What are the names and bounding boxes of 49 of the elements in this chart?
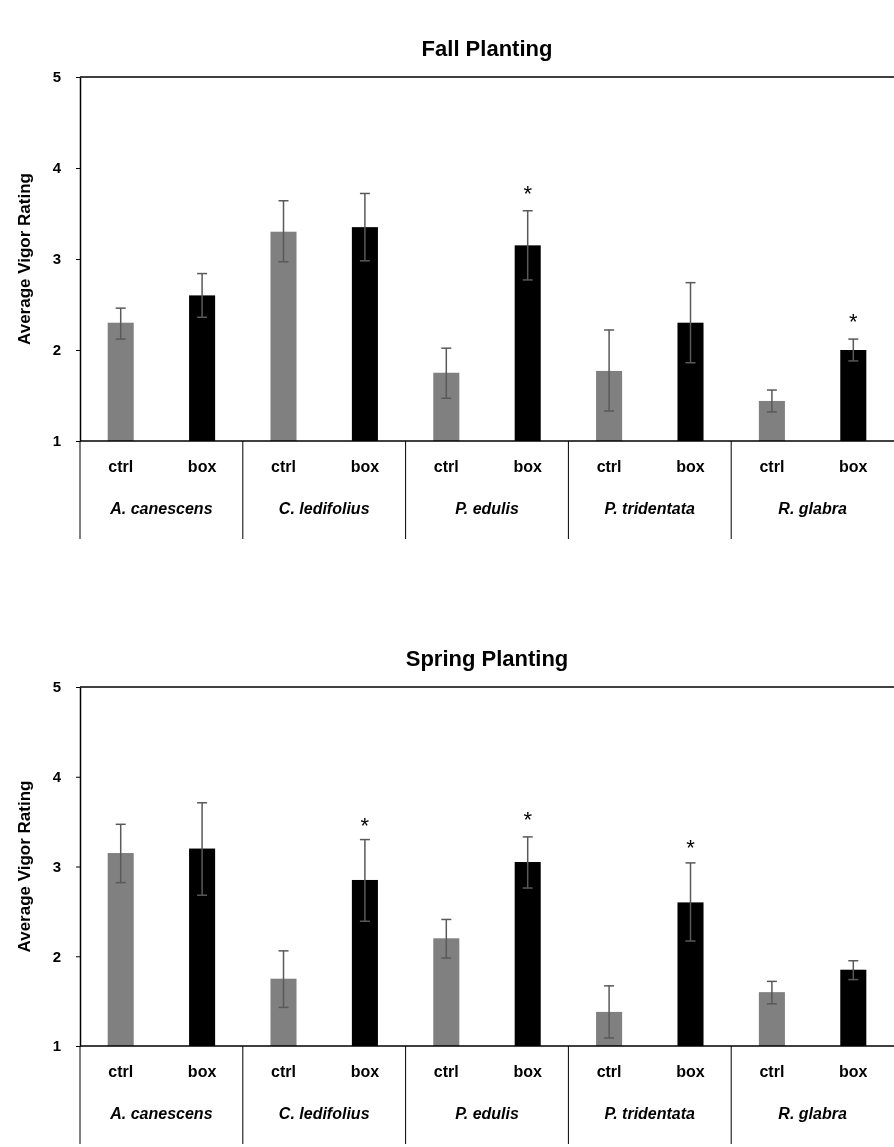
annotation: * xyxy=(686,835,696,861)
x-tick-label: P. tridentata xyxy=(604,500,696,517)
text: ctrl xyxy=(759,458,785,475)
text: box xyxy=(350,1063,380,1080)
series-label: ctrl xyxy=(108,458,134,475)
text: ctrl xyxy=(271,458,296,475)
annotation: * xyxy=(849,309,859,335)
x-tick-label: P. edulis xyxy=(455,500,519,517)
y-tick-label: 4 xyxy=(52,159,62,177)
y-tick-label: 4 xyxy=(52,768,62,786)
x-tick-label: C. ledifolius xyxy=(278,1105,370,1122)
x-tick-label: A. canescens xyxy=(109,500,213,517)
x-tick-label: P. tridentata xyxy=(604,1105,696,1122)
annotation: * xyxy=(523,807,533,833)
x-tick-label: A. canescens xyxy=(109,1105,213,1122)
text: box xyxy=(187,1063,217,1080)
chart-title: Fall Planting xyxy=(421,36,553,61)
text: box xyxy=(187,458,217,475)
y-tick-label: 5 xyxy=(52,68,61,86)
y-tick-label: 2 xyxy=(52,947,61,965)
y-tick-label: 1 xyxy=(52,432,61,450)
text: box xyxy=(676,1063,705,1080)
annotation: * xyxy=(523,181,533,207)
text: ctrl xyxy=(596,1063,622,1080)
y-axis-title: Average Vigor Rating xyxy=(15,173,34,345)
text: ctrl xyxy=(433,458,459,475)
y-tick-label: 5 xyxy=(52,678,61,696)
text: box xyxy=(350,458,380,475)
y-axis-title: Average Vigor Rating xyxy=(15,780,34,953)
y-tick-label: 3 xyxy=(52,857,61,875)
text: box xyxy=(676,458,705,475)
y-tick-label: 1 xyxy=(52,1037,61,1055)
annotation: * xyxy=(360,813,370,839)
x-tick-label: C. ledifolius xyxy=(278,500,370,517)
text: ctrl xyxy=(759,1063,785,1080)
series-label: ctrl xyxy=(108,1063,134,1080)
y-tick-label: 2 xyxy=(52,341,61,359)
text: ctrl xyxy=(596,458,622,475)
x-tick-label: R. glabra xyxy=(778,1105,847,1122)
y-tick-label: 3 xyxy=(52,250,61,268)
text: box xyxy=(839,1063,868,1080)
text: ctrl xyxy=(271,1063,296,1080)
series-label: box xyxy=(513,1063,543,1080)
text: box xyxy=(839,458,868,475)
series-label: box xyxy=(513,458,543,475)
x-tick-label: R. glabra xyxy=(778,500,847,517)
x-tick-label: P. edulis xyxy=(455,1105,519,1122)
text: ctrl xyxy=(433,1063,459,1080)
chart-title: Spring Planting xyxy=(405,646,569,671)
